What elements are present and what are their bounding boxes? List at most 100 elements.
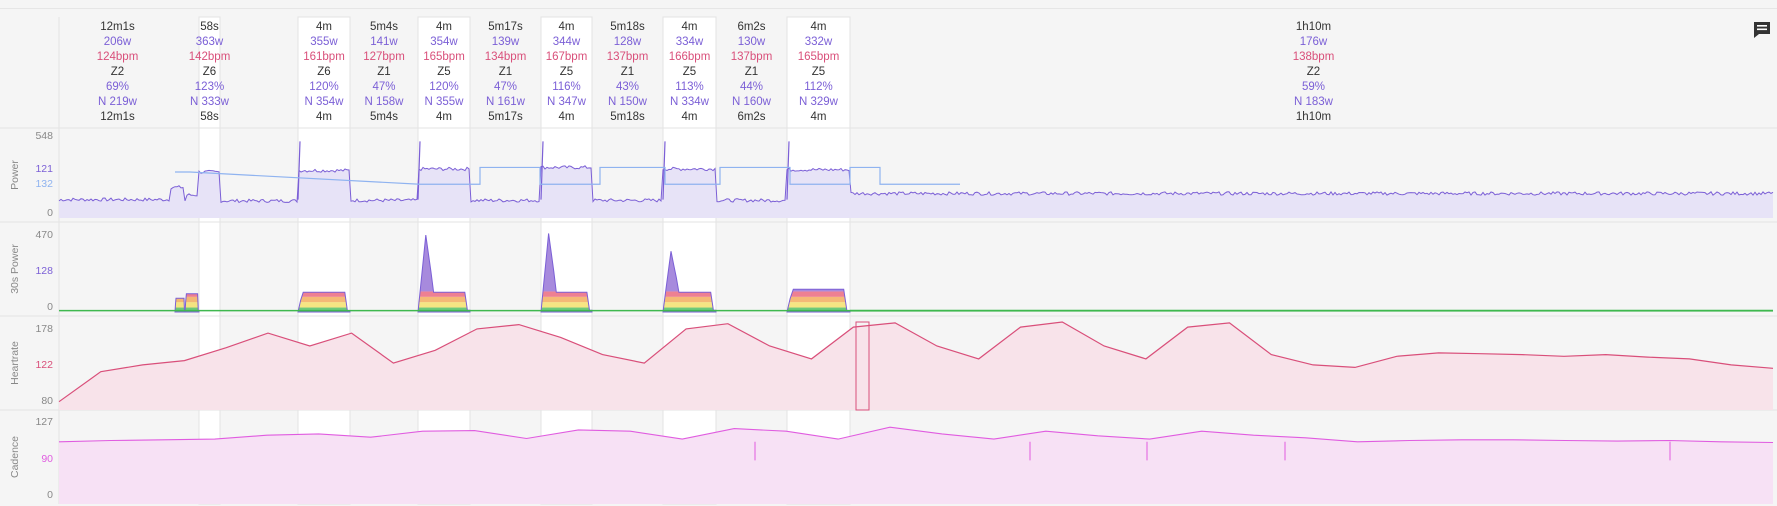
interval-np-label: N 334w (670, 96, 710, 108)
interval-duration-label: 58s (200, 21, 219, 33)
interval-pct-label: 59% (1302, 81, 1325, 93)
power30-outline (174, 297, 186, 313)
interval-hr-label: 167bpm (546, 51, 588, 63)
interval-np-label: N 354w (305, 96, 345, 108)
interval-zone-label: Z5 (560, 66, 573, 78)
y-axis-title: 30s Power (9, 244, 21, 294)
interval-duration-label: 4m (682, 21, 698, 33)
zone-band (787, 307, 850, 312)
interval-pct-label: 43% (616, 81, 639, 93)
zone-band (541, 302, 592, 308)
interval-hr-label: 137bpm (607, 51, 649, 63)
interval-duration-label: 12m1s (100, 21, 135, 33)
y-tick-label: 178 (35, 323, 53, 335)
zone-band (185, 228, 199, 291)
y-tick-label: 122 (35, 359, 53, 371)
interval-highlight (786, 16, 851, 505)
heartrate-area (59, 322, 1773, 410)
interval-hr-label: 166bpm (669, 51, 711, 63)
power30-outline (297, 291, 351, 313)
interval-pct-label: 69% (106, 81, 129, 93)
zone-band (541, 296, 592, 303)
zone-band (663, 296, 716, 303)
zone-band (541, 291, 592, 297)
heartrate-gap-marker (855, 321, 870, 411)
interval-dur2-label: 12m1s (100, 111, 135, 123)
interval-duration-label: 5m4s (370, 21, 398, 33)
interval-pct-label: 116% (552, 81, 581, 93)
interval-dur2-label: 1h10m (1296, 111, 1331, 123)
y-axis-title: Power (9, 160, 21, 190)
interval-watts-label: 355w (310, 36, 338, 48)
interval-watts-label: 334w (676, 36, 704, 48)
y-tick-label: 80 (41, 395, 53, 407)
zone-band (185, 307, 199, 312)
interval-np-label: N 355w (425, 96, 465, 108)
interval-pct-label: 120% (309, 81, 338, 93)
interval-dur2-label: 6m2s (737, 111, 765, 123)
y-tick-label: 0 (47, 489, 53, 501)
interval-duration-label: 4m (436, 21, 452, 33)
power-spike (417, 141, 421, 200)
interval-zone-label: Z2 (111, 66, 124, 78)
interval-np-label: N 183w (1294, 96, 1334, 108)
interval-np-label: N 329w (799, 96, 839, 108)
interval-np-label: N 158w (365, 96, 405, 108)
power30-outline (662, 251, 717, 313)
interval-duration-label: 4m (316, 21, 332, 33)
y-axis-title: Cadence (9, 436, 21, 478)
zone-band (175, 291, 185, 296)
zone-band (663, 307, 716, 312)
interval-hr-label: 142bpm (189, 51, 231, 63)
cadence-area (59, 427, 1773, 504)
interval-dur2-label: 4m (682, 111, 698, 123)
zone-band (298, 302, 350, 308)
power-target-line (175, 166, 960, 185)
y-tick-label: 132 (35, 178, 53, 190)
zone-band (185, 302, 199, 308)
y-tick-label: 0 (47, 301, 53, 313)
interval-pct-label: 47% (372, 81, 395, 93)
interval-zone-label: Z1 (621, 66, 634, 78)
y-tick-label: 127 (35, 416, 53, 428)
interval-dur2-label: 4m (811, 111, 827, 123)
power-spike (786, 141, 790, 200)
zone-band (298, 292, 350, 297)
interval-hr-label: 137bpm (731, 51, 773, 63)
power-line (58, 165, 1774, 204)
interval-np-label: N 333w (190, 96, 230, 108)
interval-dur2-label: 5m4s (370, 111, 398, 123)
y-tick-label: 0 (47, 207, 53, 219)
zone-band (418, 296, 470, 303)
interval-zone-label: Z1 (499, 66, 512, 78)
interval-hr-label: 161bpm (303, 51, 345, 63)
interval-hr-label: 165bpm (423, 51, 465, 63)
zone-band (418, 291, 470, 297)
interval-np-label: N 160w (732, 96, 772, 108)
zone-band (663, 291, 716, 297)
interval-watts-label: 176w (1300, 36, 1328, 48)
interval-watts-label: 354w (430, 36, 458, 48)
cadence-line (58, 426, 1774, 444)
zone-band (418, 302, 470, 308)
zone-band (175, 307, 185, 312)
zone-band (175, 228, 185, 291)
y-tick-label: 470 (35, 229, 53, 241)
zone-band (418, 307, 470, 312)
interval-watts-label: 363w (196, 36, 224, 48)
interval-dur2-label: 4m (436, 111, 452, 123)
interval-highlight (297, 16, 351, 505)
power30-outline (786, 288, 851, 313)
interval-hr-label: 124bpm (97, 51, 139, 63)
interval-zone-label: Z6 (203, 66, 216, 78)
interval-np-label: N 347w (547, 96, 587, 108)
interval-highlight (417, 16, 471, 505)
interval-hr-label: 165bpm (798, 51, 840, 63)
zone-band (541, 307, 592, 312)
comment-icon[interactable] (1752, 20, 1772, 40)
power-area (59, 165, 1773, 218)
y-tick-label: 548 (35, 130, 53, 142)
power-spike (540, 141, 544, 200)
zone-band (185, 296, 199, 303)
